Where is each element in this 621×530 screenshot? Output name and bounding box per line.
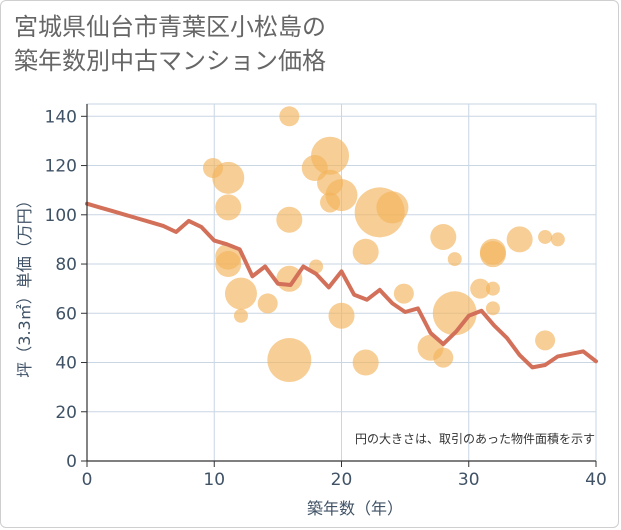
- scatter-point: [215, 251, 242, 278]
- y-axis-label: 坪（3.3㎡）単価（万円）: [15, 192, 34, 377]
- average-price-line: [85, 201, 598, 370]
- x-tick-label: 0: [82, 470, 93, 490]
- scatter-point: [328, 302, 355, 329]
- scatter-point: [433, 347, 454, 368]
- x-tick-label: 20: [331, 470, 353, 490]
- y-tick-label: 0: [66, 452, 77, 472]
- scatter-point: [352, 238, 379, 265]
- scatter-point: [233, 308, 248, 323]
- y-tick-label: 20: [55, 403, 77, 423]
- scatter-point: [212, 161, 245, 194]
- scatter-point: [257, 293, 278, 314]
- bubble-series: [202, 106, 565, 383]
- scatter-point: [224, 277, 257, 310]
- y-tick-label: 40: [55, 354, 77, 374]
- scatter-point: [538, 229, 553, 244]
- scatter-point: [276, 206, 303, 233]
- x-tick-label: 10: [203, 470, 225, 490]
- y-tick-label: 60: [55, 304, 77, 324]
- scatter-point: [215, 194, 242, 221]
- scatter-point: [550, 232, 565, 247]
- scatter-point: [276, 265, 303, 292]
- chart-title: 宮城県仙台市青葉区小松島の 築年数別中古マンション価格: [14, 13, 326, 75]
- axes: 0 20 40 60 80 100 120 140 0 10 20 30 40: [45, 104, 607, 490]
- scatter-point: [470, 278, 491, 299]
- scatter-point: [311, 136, 350, 175]
- scatter-point: [352, 349, 379, 376]
- scatter-point: [485, 281, 500, 296]
- average-line-series: [85, 201, 598, 370]
- scatter-point: [279, 106, 300, 127]
- scatter-point: [393, 283, 414, 304]
- size-annotation: 円の大きさは、取引のあった物件面積を示す: [355, 431, 595, 446]
- scatter-point: [535, 330, 556, 351]
- y-tick-label: 140: [45, 107, 77, 127]
- scatter-point: [432, 291, 477, 336]
- scatter-point: [376, 191, 409, 224]
- y-tick-label: 120: [45, 157, 77, 177]
- scatter-point: [479, 241, 506, 268]
- x-axis-label: 築年数（年）: [307, 499, 403, 518]
- scatter-point: [267, 338, 312, 383]
- y-tick-label: 80: [55, 255, 77, 275]
- scatter-point: [447, 252, 462, 267]
- scatter-point: [430, 223, 457, 250]
- y-tick-label: 100: [45, 206, 77, 226]
- scatter-point: [485, 301, 500, 316]
- x-tick-label: 40: [585, 470, 607, 490]
- scatter-point: [506, 226, 533, 253]
- scatter-point: [325, 179, 358, 212]
- x-tick-label: 30: [458, 470, 480, 490]
